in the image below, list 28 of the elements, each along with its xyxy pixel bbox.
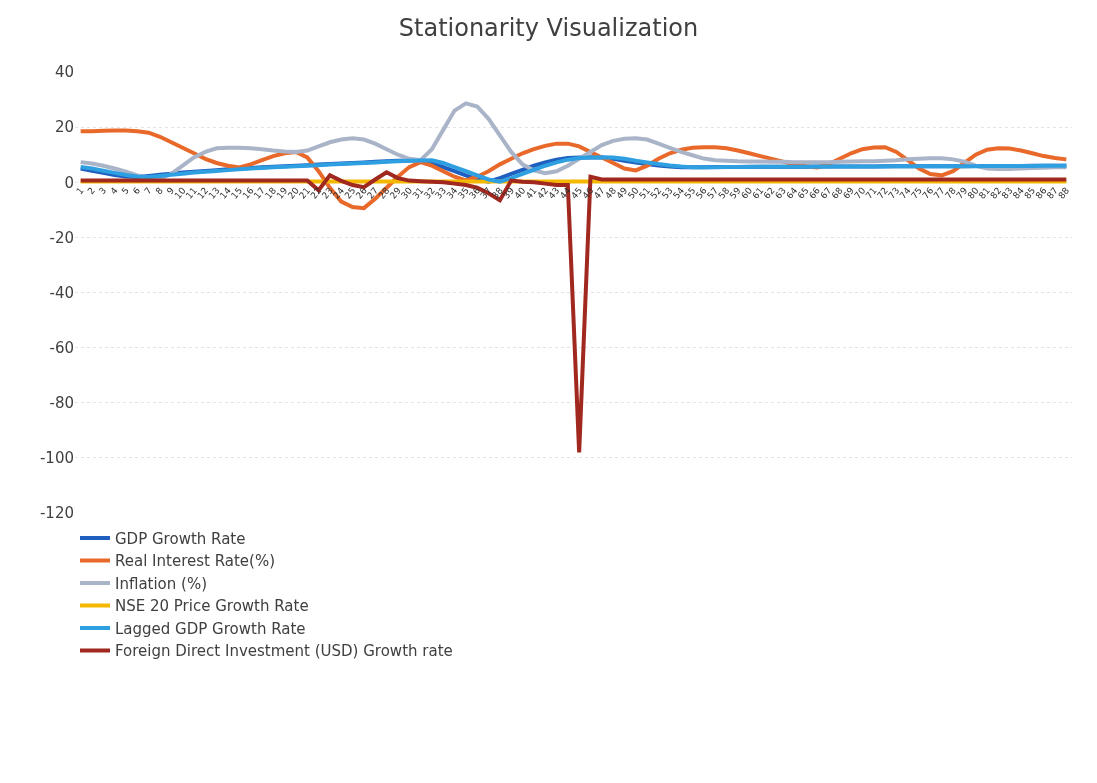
x-tick-label: 1 bbox=[74, 185, 86, 197]
y-tick-label: -100 bbox=[39, 449, 74, 468]
y-tick-label: -20 bbox=[49, 228, 74, 247]
x-tick-label: 5 bbox=[119, 185, 131, 197]
y-tick-label: -120 bbox=[39, 504, 74, 523]
x-tick-label: 3 bbox=[96, 185, 109, 197]
y-tick-label: -60 bbox=[49, 338, 74, 357]
x-tick-label: 88 bbox=[1056, 185, 1072, 201]
x-tick-label: 6 bbox=[130, 185, 143, 197]
x-tick-label: 4 bbox=[108, 185, 120, 197]
x-tick-label: 8 bbox=[153, 185, 166, 197]
legend-label: Inflation (%) bbox=[115, 574, 208, 593]
chart-title: Stationarity Visualization bbox=[398, 14, 699, 43]
y-tick-label: 20 bbox=[54, 118, 74, 137]
x-tick-label: 2 bbox=[85, 185, 97, 197]
legend-label: Lagged GDP Growth Rate bbox=[115, 619, 306, 638]
y-tick-label: -40 bbox=[49, 283, 74, 302]
legend-label: Real Interest Rate(%) bbox=[115, 552, 276, 571]
y-tick-label: -80 bbox=[49, 394, 74, 412]
x-tick-label: 40 bbox=[512, 185, 528, 201]
legend-label: NSE 20 Price Growth Rate bbox=[115, 597, 309, 616]
y-tick-label: 40 bbox=[54, 63, 74, 82]
x-tick-label: 7 bbox=[142, 185, 154, 197]
line-series bbox=[78, 155, 1069, 184]
legend-label: GDP Growth Rate bbox=[115, 529, 246, 548]
legend-label: Foreign Direct Investment (USD) Growth rate bbox=[115, 642, 453, 661]
y-tick-label: 0 bbox=[64, 173, 74, 192]
line-series bbox=[78, 170, 1069, 455]
